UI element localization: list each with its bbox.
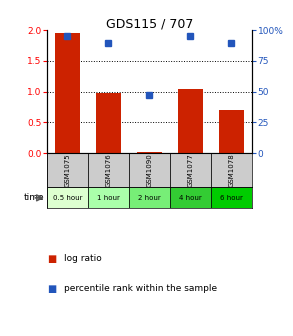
Text: GSM1075: GSM1075	[64, 154, 70, 187]
Bar	[129, 153, 170, 187]
Bar	[88, 187, 129, 208]
Text: GSM1090: GSM1090	[146, 153, 152, 187]
Bar	[129, 187, 170, 208]
Text: GSM1078: GSM1078	[229, 153, 234, 187]
Bar	[96, 93, 121, 153]
Bar	[47, 187, 88, 208]
Bar	[211, 153, 252, 187]
Text: 0.5 hour: 0.5 hour	[53, 195, 82, 201]
Text: 6 hour: 6 hour	[220, 195, 243, 201]
Bar	[178, 89, 203, 153]
Bar	[170, 153, 211, 187]
Text: ■: ■	[47, 284, 56, 294]
Bar	[55, 33, 80, 153]
Text: 1 hour: 1 hour	[97, 195, 120, 201]
Text: ■: ■	[47, 254, 56, 264]
Text: GSM1077: GSM1077	[188, 153, 193, 187]
Bar	[47, 153, 88, 187]
Bar	[211, 187, 252, 208]
Text: 4 hour: 4 hour	[179, 195, 202, 201]
Bar	[219, 110, 244, 153]
Bar	[88, 153, 129, 187]
Title: GDS115 / 707: GDS115 / 707	[106, 17, 193, 30]
Text: GSM1076: GSM1076	[105, 153, 111, 187]
Text: 2 hour: 2 hour	[138, 195, 161, 201]
Text: time: time	[24, 194, 45, 202]
Text: percentile rank within the sample: percentile rank within the sample	[64, 285, 218, 293]
Text: log ratio: log ratio	[64, 254, 102, 263]
Bar	[137, 152, 162, 153]
Bar	[170, 187, 211, 208]
